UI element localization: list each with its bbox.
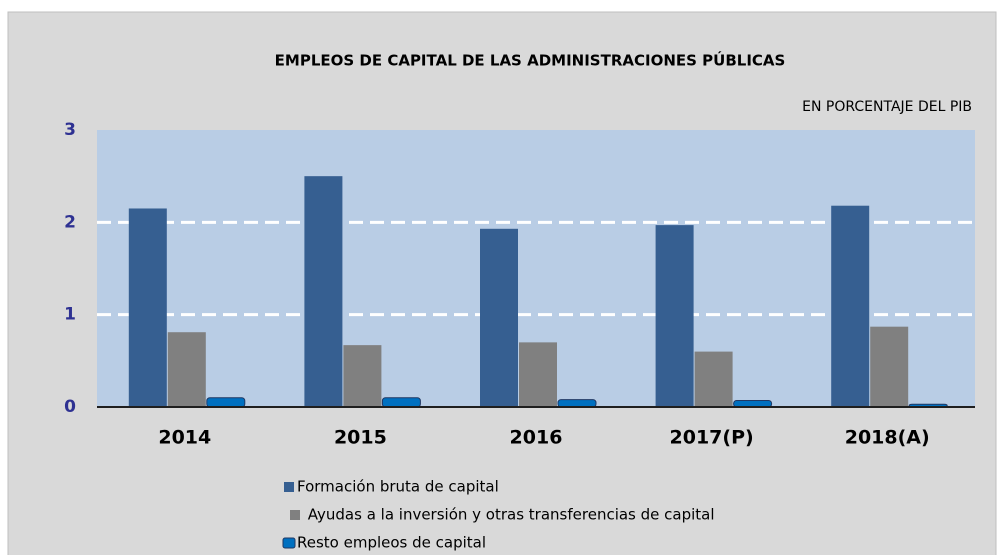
- x-tick-label: 2015: [334, 427, 387, 449]
- bar: [870, 326, 909, 407]
- legend-swatch: [282, 537, 296, 549]
- bar: [381, 397, 421, 408]
- bar: [128, 208, 167, 407]
- x-tick-label: 2018(A): [845, 427, 930, 449]
- chart-title: EMPLEOS DE CAPITAL DE LAS ADMINISTRACION…: [275, 51, 786, 70]
- bar: [655, 225, 694, 407]
- bar: [206, 397, 246, 408]
- legend-label: Resto empleos de capital: [297, 534, 486, 552]
- legend-swatch: [284, 482, 294, 492]
- x-tick-label: 2016: [510, 427, 563, 449]
- bar: [519, 342, 557, 407]
- y-tick-label: 2: [64, 212, 76, 232]
- bar: [694, 351, 733, 407]
- legend-label: Ayudas a la inversión y otras transferen…: [303, 506, 715, 524]
- legend-swatch: [290, 510, 300, 520]
- y-tick-label: 3: [64, 120, 76, 140]
- y-tick-label: 0: [64, 397, 76, 417]
- bar: [304, 176, 343, 407]
- bar: [480, 228, 518, 407]
- y-tick-label: 1: [64, 305, 76, 325]
- bar: [167, 332, 206, 407]
- bar: [831, 205, 870, 407]
- x-tick-label: 2017(P): [670, 427, 754, 449]
- legend-label: Formación bruta de capital: [297, 478, 499, 496]
- chart-subtitle: EN PORCENTAJE DEL PIB: [802, 99, 972, 115]
- bar: [557, 399, 597, 408]
- bar: [343, 345, 382, 407]
- x-tick-label: 2014: [158, 427, 211, 449]
